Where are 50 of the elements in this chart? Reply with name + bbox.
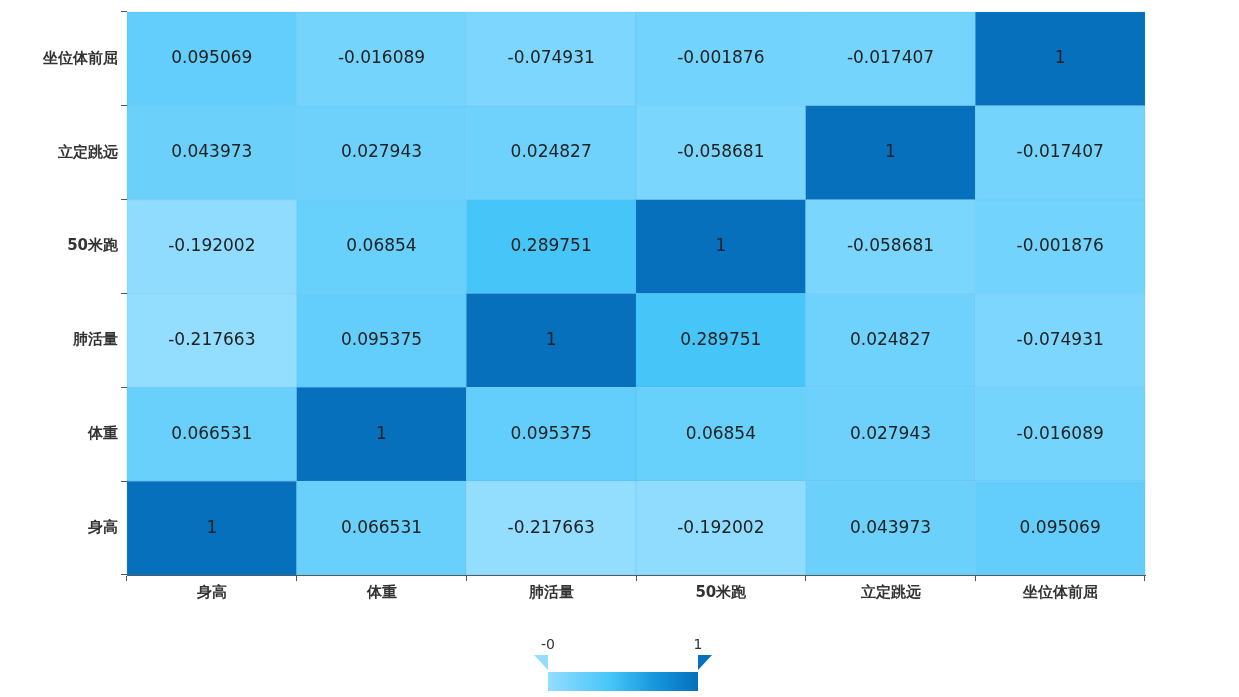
x-tick-label: 体重 [365,582,397,601]
x-tick-label: 身高 [195,582,227,601]
data-label: 0.027943 [340,141,423,162]
data-label: 0.289751 [510,235,592,256]
data-label: -0.192002 [677,516,765,537]
x-tick-label: 坐位体前屈 [1021,582,1098,601]
data-label: 0.095069 [171,47,253,68]
data-label: -0.074931 [1016,328,1104,349]
data-label: 1 [885,141,896,162]
data-label: -0.016089 [1016,422,1104,443]
data-label: -0.001876 [677,47,765,68]
data-label: 1 [545,328,557,349]
data-label: 0.095069 [1019,516,1101,537]
data-label: 0.289751 [680,328,762,349]
color-bar-label: 1 [693,635,703,652]
data-label: 0.027943 [849,422,932,443]
color-bar-label: -0 [541,635,555,652]
data-label: -0.192002 [168,235,256,256]
data-label: 1 [1054,47,1066,68]
data-label: -0.074931 [507,47,595,68]
data-label: -0.058681 [677,141,765,162]
data-label: 0.024827 [510,141,592,162]
y-tick-label: 体重 [87,424,118,443]
data-label: 0.06854 [346,235,417,256]
y-tick-label: 50米跑 [67,236,119,255]
data-label: -0.017407 [846,47,935,68]
data-label: 1 [715,235,727,256]
data-label: -0.016089 [337,47,426,68]
data-label: -0.017407 [1016,141,1104,162]
data-label: -0.001876 [1016,235,1104,256]
y-tick-label: 肺活量 [72,330,118,349]
y-tick-label: 立定跳远 [57,142,119,161]
data-label: 0.043973 [171,141,253,162]
data-label: 0.06854 [685,422,756,443]
x-tick-label: 50米跑 [695,582,748,601]
x-tick-label: 肺活量 [527,582,574,601]
data-label: 1 [206,516,218,537]
y-tick-label: 坐位体前屈 [42,48,118,67]
data-label: 0.095375 [340,328,423,349]
x-tick-label: 立定跳远 [859,582,922,601]
data-label: -0.217663 [168,328,256,349]
data-label: -0.058681 [846,235,935,256]
data-label: 0.043973 [849,516,932,537]
data-label: -0.217663 [507,516,595,537]
data-label: 1 [376,422,387,443]
data-label: 0.024827 [849,328,932,349]
data-label: 0.095375 [510,422,592,443]
y-tick-label: 身高 [87,517,118,536]
data-label: 0.066531 [171,422,253,443]
data-label: 0.066531 [340,516,423,537]
